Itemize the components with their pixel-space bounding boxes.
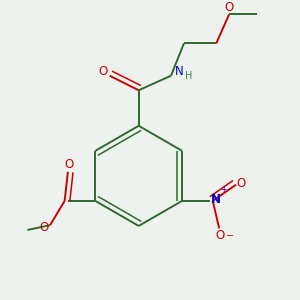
Text: +: + bbox=[220, 185, 226, 194]
Text: N: N bbox=[211, 193, 221, 206]
Text: O: O bbox=[236, 177, 245, 190]
Text: H: H bbox=[185, 71, 193, 81]
Text: N: N bbox=[175, 65, 184, 78]
Text: O: O bbox=[224, 2, 233, 14]
Text: −: − bbox=[226, 231, 234, 242]
Text: O: O bbox=[215, 229, 224, 242]
Text: O: O bbox=[98, 65, 107, 78]
Text: O: O bbox=[64, 158, 74, 171]
Text: O: O bbox=[40, 221, 49, 234]
